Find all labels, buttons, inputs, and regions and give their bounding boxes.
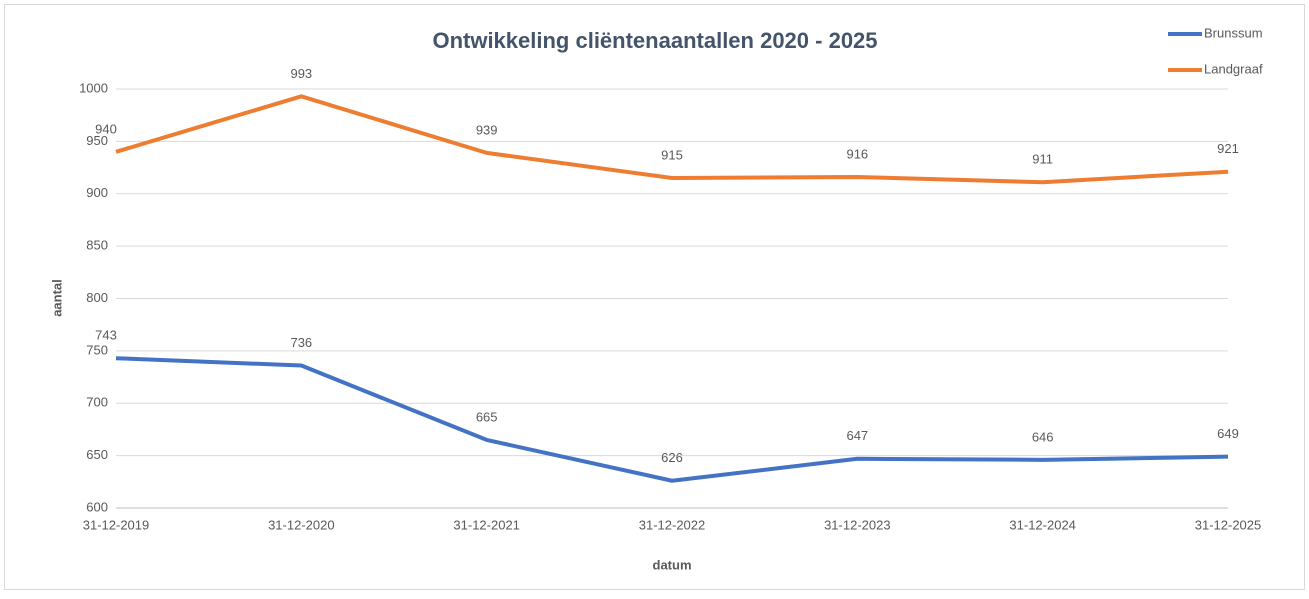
- series-line: [115, 356, 1229, 483]
- data-label: 939: [476, 122, 498, 137]
- y-tick-label: 600: [86, 499, 108, 514]
- data-label: 993: [290, 66, 312, 81]
- x-tick-label: 31-12-2023: [824, 517, 891, 532]
- data-label: 743: [95, 328, 117, 343]
- y-tick-label: 1000: [79, 80, 108, 95]
- y-tick-label: 700: [86, 395, 108, 410]
- data-label: 665: [476, 409, 498, 424]
- x-tick-label: 31-12-2022: [639, 517, 706, 532]
- y-tick-label: 800: [86, 290, 108, 305]
- data-label: 921: [1217, 141, 1239, 156]
- data-label: 940: [95, 121, 117, 136]
- data-label: 647: [846, 428, 868, 443]
- x-tick-label: 31-12-2024: [1009, 517, 1076, 532]
- data-label: 916: [846, 146, 868, 161]
- chart-title: Ontwikkeling cliëntenaantallen 2020 - 20…: [432, 28, 877, 53]
- chart-border: [4, 4, 1305, 590]
- y-tick-label: 850: [86, 238, 108, 253]
- y-tick-label: 900: [86, 185, 108, 200]
- y-tick-label: 950: [86, 133, 108, 148]
- series-line: [115, 94, 1229, 185]
- x-tick-label: 31-12-2025: [1195, 517, 1262, 532]
- x-axis-label: datum: [653, 557, 692, 572]
- y-axis-label: aantal: [49, 279, 64, 317]
- data-label: 911: [1032, 152, 1053, 167]
- x-tick-label: 31-12-2021: [453, 517, 520, 532]
- x-tick-label: 31-12-2019: [83, 517, 150, 532]
- y-tick-label: 750: [86, 342, 108, 357]
- y-tick-label: 650: [86, 447, 108, 462]
- legend-label: Brunssum: [1204, 25, 1263, 40]
- data-label: 649: [1217, 426, 1239, 441]
- x-tick-label: 31-12-2020: [268, 517, 335, 532]
- data-label: 646: [1032, 429, 1054, 444]
- data-label: 736: [290, 335, 312, 350]
- legend-label: Landgraaf: [1204, 61, 1263, 76]
- data-label: 915: [661, 147, 683, 162]
- data-label: 626: [661, 450, 683, 465]
